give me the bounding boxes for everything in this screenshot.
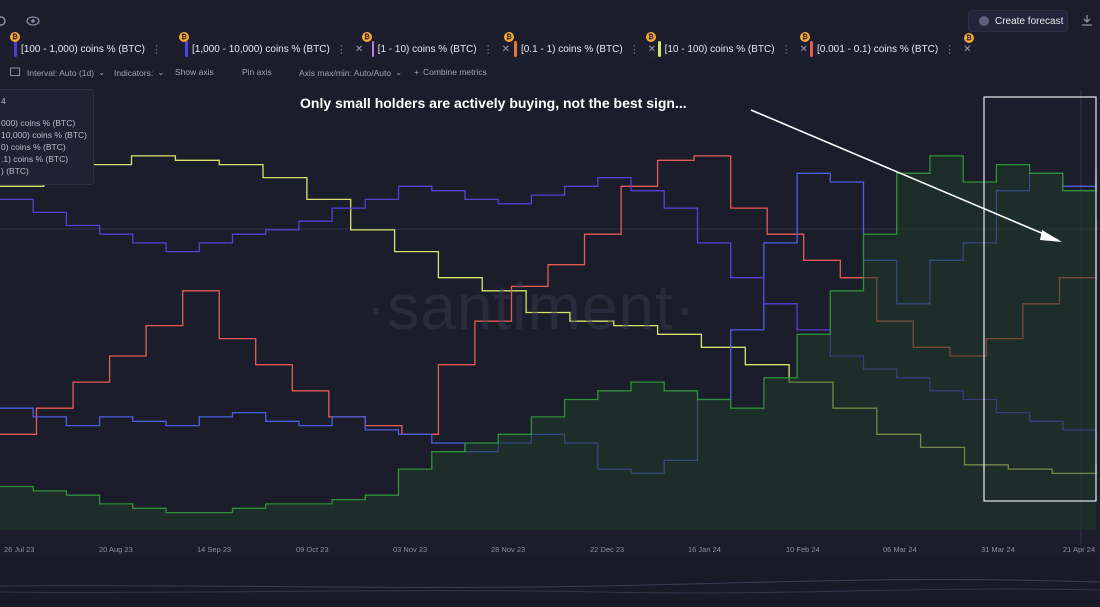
arrow-head [1040,230,1062,242]
indicators-label: Indicators: [114,67,154,78]
close-icon[interactable]: ✕ [354,43,364,55]
bitcoin-badge-icon: ₿ [504,32,514,42]
legend-item: .1) coins % (BTC) [1,154,69,164]
range-navigator[interactable] [0,556,1100,605]
bitcoin-badge-icon: ₿ [362,32,372,42]
combine-metrics-label: Combine metrics [422,67,487,77]
more-icon[interactable]: ⋮ [150,43,162,56]
interval-label: Interval: Auto (1d) [27,67,95,78]
chip-color-swatch [372,41,374,57]
series-line-4 [0,155,1097,514]
chip-0.001-0.1[interactable]: ₿ [0.001 - 0.1) coins % (BTC) ⋮ ✕ [800,32,976,60]
bitcoin-badge-icon: ₿ [964,33,974,43]
forecast-icon [979,16,989,26]
show-axis-label: Show axis [175,67,214,77]
x-tick-label: 26 Jul 23 [4,545,34,554]
legend-item: 000) coins % (BTC) [1,118,76,128]
plus-icon: + [414,67,419,77]
chip-label: [0.1 - 1) coins % (BTC) [521,43,623,55]
legend-tooltip: 4 000) coins % (BTC) 10,000) coins % (BT… [0,89,94,185]
chevron-down-icon: ⌄ [395,67,403,77]
x-tick-label: 16 Jan 24 [688,545,721,554]
legend-item: 10,000) coins % (BTC) [1,130,87,140]
top-toolbar: Create forecast [0,0,1100,40]
series-area-4 [0,155,1096,530]
combine-metrics-button[interactable]: + Combine metrics [414,67,487,77]
legend-item: ) (BTC) [1,166,29,176]
chip-label: [10 - 100) coins % (BTC) [664,43,775,55]
calendar-icon[interactable] [10,67,20,76]
chip-color-swatch [514,41,517,57]
annotation-text: Only small holders are actively buying, … [300,95,687,111]
chip-color-swatch [810,41,813,57]
close-icon[interactable]: ✕ [963,43,972,55]
watermark: ·santiment· [365,271,697,343]
show-axis-toggle[interactable]: Show axis [175,67,214,77]
create-forecast-label: Create forecast [995,15,1064,27]
chip-color-swatch [14,41,17,57]
chip-color-swatch [185,41,188,57]
more-icon[interactable]: ⋮ [335,43,347,56]
x-tick-label: 28 Nov 23 [491,545,525,554]
pin-axis-toggle[interactable]: Pin axis [242,67,272,77]
x-tick-label: 03 Nov 23 [393,545,427,554]
chip-100-1000[interactable]: ₿ [100 - 1,000) coins % (BTC) ⋮ [10,32,180,60]
bitcoin-badge-icon: ₿ [179,32,189,42]
legend-header: 4 [1,96,6,106]
chevron-down-icon: ⌄ [157,67,165,77]
close-icon[interactable]: ✕ [501,43,510,55]
chip-label: [0.001 - 0.1) coins % (BTC) [817,43,939,55]
metric-chips: ₿ [100 - 1,000) coins % (BTC) ⋮ ₿ [1,000… [0,32,1100,60]
chip-1000-10000[interactable]: ₿ [1,000 - 10,000) coins % (BTC) ⋮ ✕ [179,32,371,60]
pin-axis-label: Pin axis [242,67,272,77]
eye-icon[interactable] [26,14,40,28]
more-icon[interactable]: ⋮ [780,43,792,56]
chart-options-bar: Interval: Auto (1d) ⌄ Indicators: ⌄ Show a… [0,67,600,81]
bitcoin-badge-icon: ₿ [800,32,810,42]
chip-label: [100 - 1,000) coins % (BTC) [21,43,145,55]
bitcoin-badge-icon: ₿ [646,32,656,42]
chip-label: [1 - 10) coins % (BTC) [377,43,477,55]
chip-0.1-1[interactable]: ₿ [0.1 - 1) coins % (BTC) ⋮ ✕ [504,32,658,60]
close-icon[interactable]: ✕ [799,43,808,55]
chip-10-100[interactable]: ₿ [10 - 100) coins % (BTC) ⋮ ✕ [646,32,808,60]
more-icon[interactable]: ⋮ [944,43,956,56]
chevron-down-icon: ⌄ [98,67,106,77]
create-forecast-button[interactable]: Create forecast [968,10,1068,32]
axis-minmax-select[interactable]: Axis max/min: Auto/Auto ⌄ [299,67,402,78]
more-icon[interactable]: ⋮ [628,43,640,56]
close-icon[interactable]: ✕ [647,43,657,55]
annotation-arrow [750,109,1059,241]
navigator-sparkline [0,578,1100,594]
more-icon[interactable]: ⋮ [482,43,494,56]
chip-color-swatch [658,41,661,57]
axis-minmax-label: Axis max/min: Auto/Auto [299,67,392,78]
indicators-select[interactable]: Indicators: ⌄ [114,67,164,78]
x-tick-label: 20 Aug 23 [99,545,133,554]
settings-icon[interactable] [0,14,8,28]
x-tick-label: 22 Dec 23 [590,545,624,554]
x-tick-label: 14 Sep 23 [197,545,231,554]
chip-label: [1,000 - 10,000) coins % (BTC) [192,43,330,55]
interval-select[interactable]: Interval: Auto (1d) ⌄ [27,67,105,78]
chip-1-10[interactable]: ₿ [1 - 10) coins % (BTC) ⋮ ✕ [362,32,510,60]
x-tick-label: 10 Feb 24 [786,545,820,554]
x-tick-label: 31 Mar 24 [981,545,1015,554]
download-icon[interactable] [1080,13,1094,27]
x-tick-label: 21 Apr 24 [1063,545,1095,554]
highlight-box [983,96,1097,502]
bitcoin-badge-icon: ₿ [10,32,20,42]
x-tick-label: 09 Oct 23 [296,545,329,554]
legend-item: 0) coins % (BTC) [1,142,66,152]
x-tick-label: 06 Mar 24 [883,545,917,554]
